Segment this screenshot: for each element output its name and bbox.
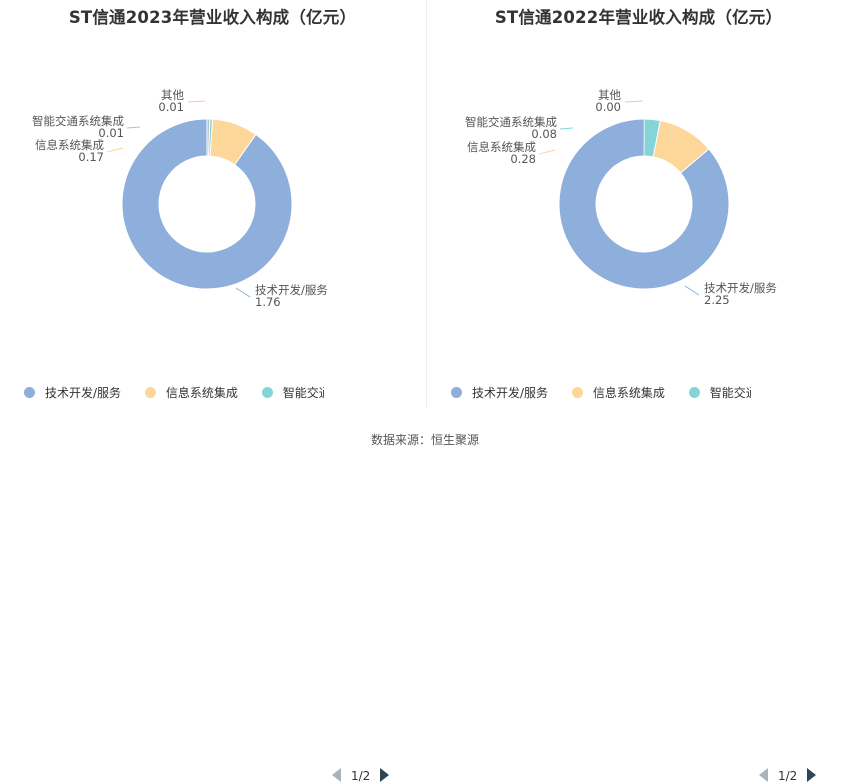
legend-dot [262,387,273,398]
legend-page-indicator: 1/2 [778,769,797,783]
prev-page-icon[interactable] [759,768,768,782]
legend-dot [451,387,462,398]
legend-label: 信息系统集成 [593,386,665,400]
leader-line [539,150,555,154]
leader-line [685,286,699,295]
slice-value-label: 0.01 [158,100,184,114]
legend-dot [24,387,35,398]
leader-line [236,288,250,297]
next-page-icon[interactable] [380,768,389,782]
legend-dot [689,387,700,398]
slice-value-label: 2.25 [704,293,730,307]
legend-dot [572,387,583,398]
legend-item-info-system[interactable]: 信息系统集成 [572,383,665,403]
next-page-icon[interactable] [807,768,816,782]
legend-pager: 1/2 [332,768,389,783]
legend-item-smart-traffic[interactable]: 智能交通系 [262,383,324,403]
legend-item-info-system[interactable]: 信息系统集成 [145,383,238,403]
legend-label: 信息系统集成 [166,386,238,400]
slice-value-label: 0.08 [531,127,557,141]
legend-item-smart-traffic[interactable]: 智能交通系 [689,383,751,403]
data-source-note: 数据来源：恒生聚源 [0,431,850,448]
slice-value-label: 0.17 [78,150,104,164]
legend-page-indicator: 1/2 [351,769,370,783]
legend-label: 技术开发/服务 [472,386,548,400]
legend-pager: 1/2 [759,768,816,783]
leader-line [107,148,123,152]
legend-dot [145,387,156,398]
leader-line [127,127,140,128]
slice-value-label: 0.28 [510,152,536,166]
legend-item-tech-service[interactable]: 技术开发/服务 [451,383,548,403]
leader-line [188,101,205,102]
legend-item-tech-service[interactable]: 技术开发/服务 [24,383,121,403]
legend-label: 智能交通系 [283,386,324,400]
leader-line [625,101,643,102]
legend-label: 智能交通系 [710,386,751,400]
slice-value-label: 0.00 [595,100,621,114]
slice-value-label: 0.01 [98,126,124,140]
legend-label: 技术开发/服务 [45,386,121,400]
leader-line [560,128,573,129]
slice-value-label: 1.76 [255,295,281,309]
prev-page-icon[interactable] [332,768,341,782]
